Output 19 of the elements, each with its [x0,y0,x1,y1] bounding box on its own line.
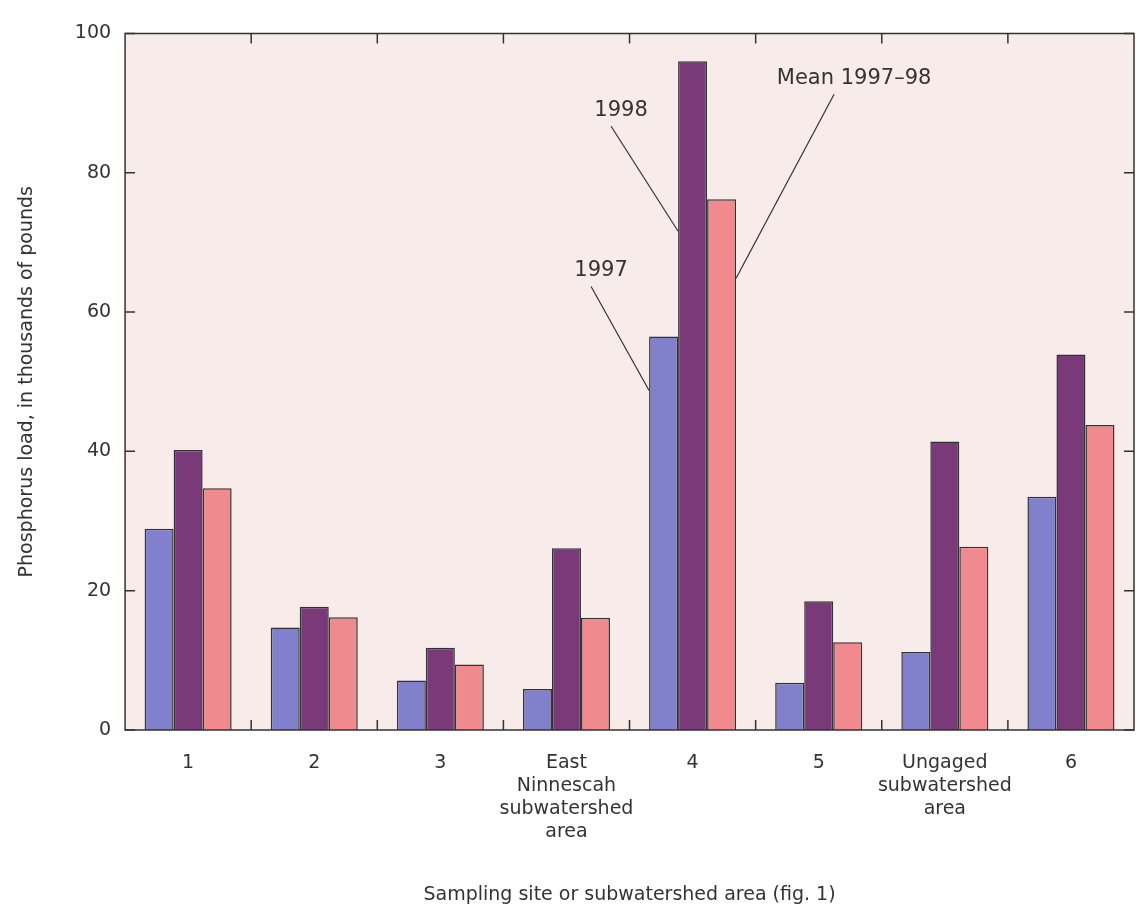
y-tick-label: 60 [86,298,112,321]
x-axis-title: Sampling site or subwatershed area (fig. 1) [423,881,836,904]
x-tick-label: 6 [1064,750,1077,773]
x-tick-label: East Ninnescah subwatershed area [499,750,634,841]
y-tick-label: 0 [98,716,112,739]
text: 1997 [574,256,628,281]
y-axis-title: Phosphorus load, in thousands of pounds [14,185,37,578]
y-tick-label: 20 [86,577,112,600]
y-tick-label: 100 [74,20,112,43]
x-tick-label: Ungaged subwatershed area [877,750,1012,818]
series-label: 1998 [594,96,648,121]
x-tick-label: 1 [182,750,195,773]
y-tick-label: 40 [86,438,112,461]
y-tick-label: 80 [86,159,112,182]
x-tick-label: 5 [812,750,825,773]
text: Mean 1997–98 [776,64,932,89]
x-tick-label: 2 [308,750,321,773]
x-tick-label: 3 [434,750,447,773]
x-tick-label: 4 [686,750,699,773]
